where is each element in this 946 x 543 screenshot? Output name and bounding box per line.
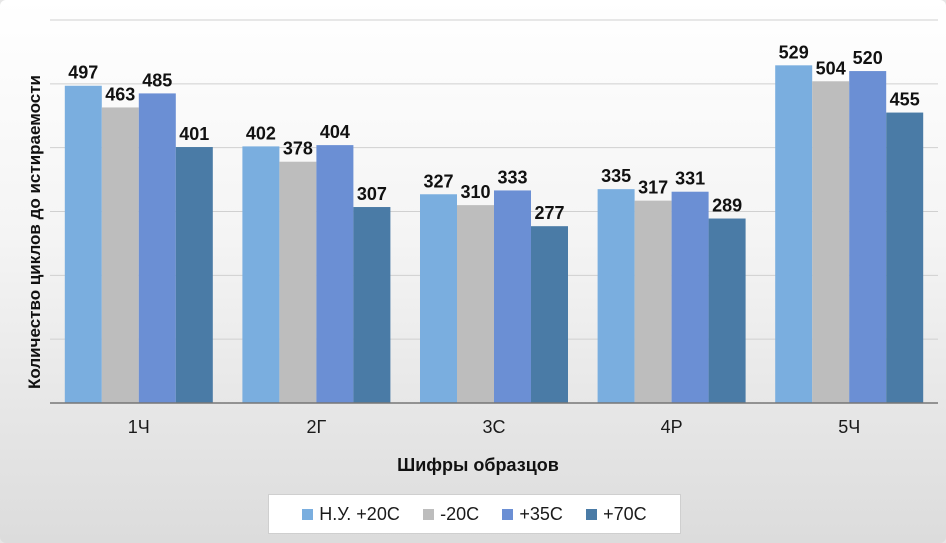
bar: [420, 194, 457, 403]
legend-label: +35С: [519, 503, 563, 524]
legend-swatch: [586, 508, 598, 520]
bar: [886, 112, 924, 403]
legend-swatch: [423, 508, 435, 520]
x-tick-labels: 1Ч 2Г 3С 4Р 5Ч: [128, 417, 860, 437]
bar: [353, 207, 391, 403]
data-label: 402: [246, 123, 276, 143]
data-label: 307: [357, 184, 387, 204]
value-labels: 497 463 485 401 402 378 404 307 327 310 333 277 335 3…: [68, 42, 919, 223]
x-axis-label: Шифры образцов: [397, 455, 559, 475]
legend-label: +70С: [603, 503, 647, 524]
data-label: 310: [460, 182, 490, 202]
bar: [138, 93, 176, 404]
data-label: 327: [423, 171, 453, 191]
bar: [101, 107, 139, 404]
x-tick-label: 4Р: [661, 417, 683, 437]
legend-label: -20С: [440, 503, 480, 524]
data-label: 463: [105, 84, 135, 104]
bars: [64, 65, 924, 404]
bar: [279, 161, 317, 403]
bar: [671, 191, 709, 403]
data-label: 497: [68, 63, 98, 83]
data-label: 529: [779, 42, 809, 62]
bar: [597, 189, 635, 403]
data-label: 335: [601, 166, 631, 186]
bar-chart: 497 463 485 401 402 378 404 307 327 310 333 277 335 3…: [25, 19, 938, 475]
legend-item: Н.У. +20С: [302, 504, 400, 525]
x-tick-label: 5Ч: [838, 417, 860, 437]
data-label: 504: [816, 58, 846, 78]
data-label: 333: [497, 167, 527, 187]
bar: [531, 226, 568, 403]
legend-item: -20С: [423, 504, 479, 525]
bar: [812, 81, 850, 403]
data-label: 520: [853, 48, 883, 68]
data-label: 289: [712, 196, 742, 216]
data-label: 485: [142, 70, 172, 90]
x-tick-label: 1Ч: [128, 417, 150, 437]
data-label: 317: [638, 178, 668, 198]
bar: [849, 71, 887, 404]
data-label: 404: [320, 122, 350, 142]
legend-item: +35С: [502, 504, 563, 525]
bar: [494, 190, 531, 403]
x-tick-label: 2Г: [307, 417, 327, 437]
data-label: 378: [283, 139, 313, 159]
data-label: 277: [534, 203, 564, 223]
legend-swatch: [502, 508, 514, 520]
bar: [775, 65, 813, 404]
data-label: 401: [179, 124, 209, 144]
bar: [708, 218, 746, 403]
data-label: 455: [890, 90, 920, 110]
bar: [64, 85, 102, 403]
legend-label: Н.У. +20С: [319, 503, 400, 524]
bar: [316, 145, 354, 403]
bar: [242, 146, 280, 403]
bar: [457, 205, 494, 403]
legend-swatch: [302, 508, 314, 520]
y-axis-label: Количество циклов до истираемости: [25, 75, 44, 389]
data-label: 331: [675, 169, 705, 189]
bar: [634, 200, 672, 403]
x-tick-label: 3С: [482, 417, 505, 437]
bar: [175, 147, 213, 403]
legend-item: +70С: [586, 504, 647, 525]
legend: Н.У. +20С -20С +35С +70С: [268, 494, 681, 534]
